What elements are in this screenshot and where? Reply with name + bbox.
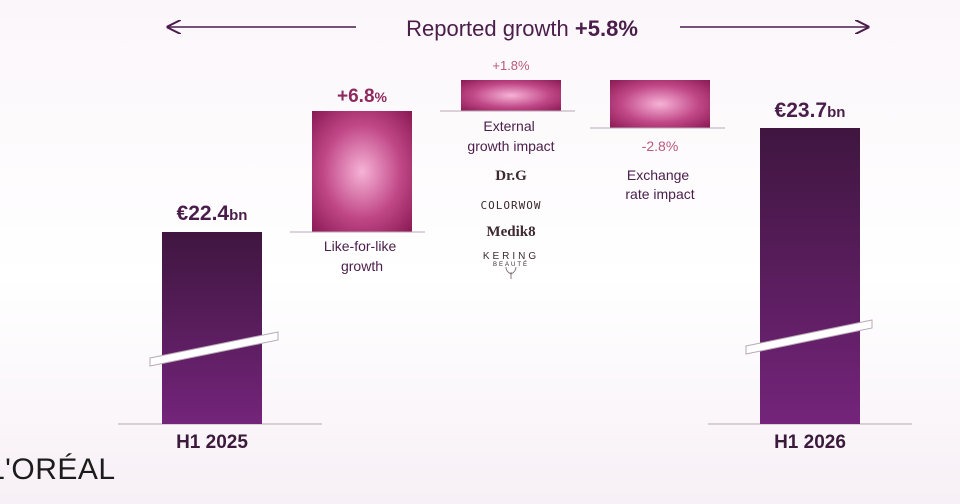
axis-break-left xyxy=(149,331,279,367)
loreal-logo: L'ORÉAL xyxy=(0,453,116,486)
category-label-h1-2025: H1 2025 xyxy=(176,432,248,453)
category-label-exchange-rate: Exchange rate impact xyxy=(625,167,694,202)
chart-title: Reported growth +5.8% xyxy=(406,16,638,41)
value-label-like-for-like: +6.8% xyxy=(337,86,388,107)
brand-medik8-logo: Medik8 xyxy=(486,224,536,240)
brand-kering-logo: KERING xyxy=(482,251,540,262)
bar-h1-2025 xyxy=(162,232,262,424)
bar-like-for-like xyxy=(312,111,412,232)
bar-exchange-rate xyxy=(610,80,710,128)
value-label-h1-2026: €23.7bn xyxy=(775,99,846,122)
brand-kering-beaute-logo: BEAUTÉ xyxy=(492,262,529,268)
category-label-like-for-like: Like-for-like growth xyxy=(324,238,400,274)
bar-h1-2026 xyxy=(760,128,860,424)
value-label-exchange-rate: -2.8% xyxy=(642,138,679,154)
brand-drg-logo: Dr.G xyxy=(495,168,527,184)
axis-break-right xyxy=(745,319,873,355)
bar-external-growth xyxy=(461,80,561,111)
category-label-external-growth: External growth impact xyxy=(467,118,554,154)
brand-colorwow-logo: COLORWOW xyxy=(480,199,542,212)
value-label-h1-2025: €22.4bn xyxy=(177,202,248,225)
category-label-h1-2026: H1 2026 xyxy=(774,432,846,453)
kering-sprig-icon xyxy=(505,266,517,279)
value-label-external-growth: +1.8% xyxy=(492,58,530,73)
